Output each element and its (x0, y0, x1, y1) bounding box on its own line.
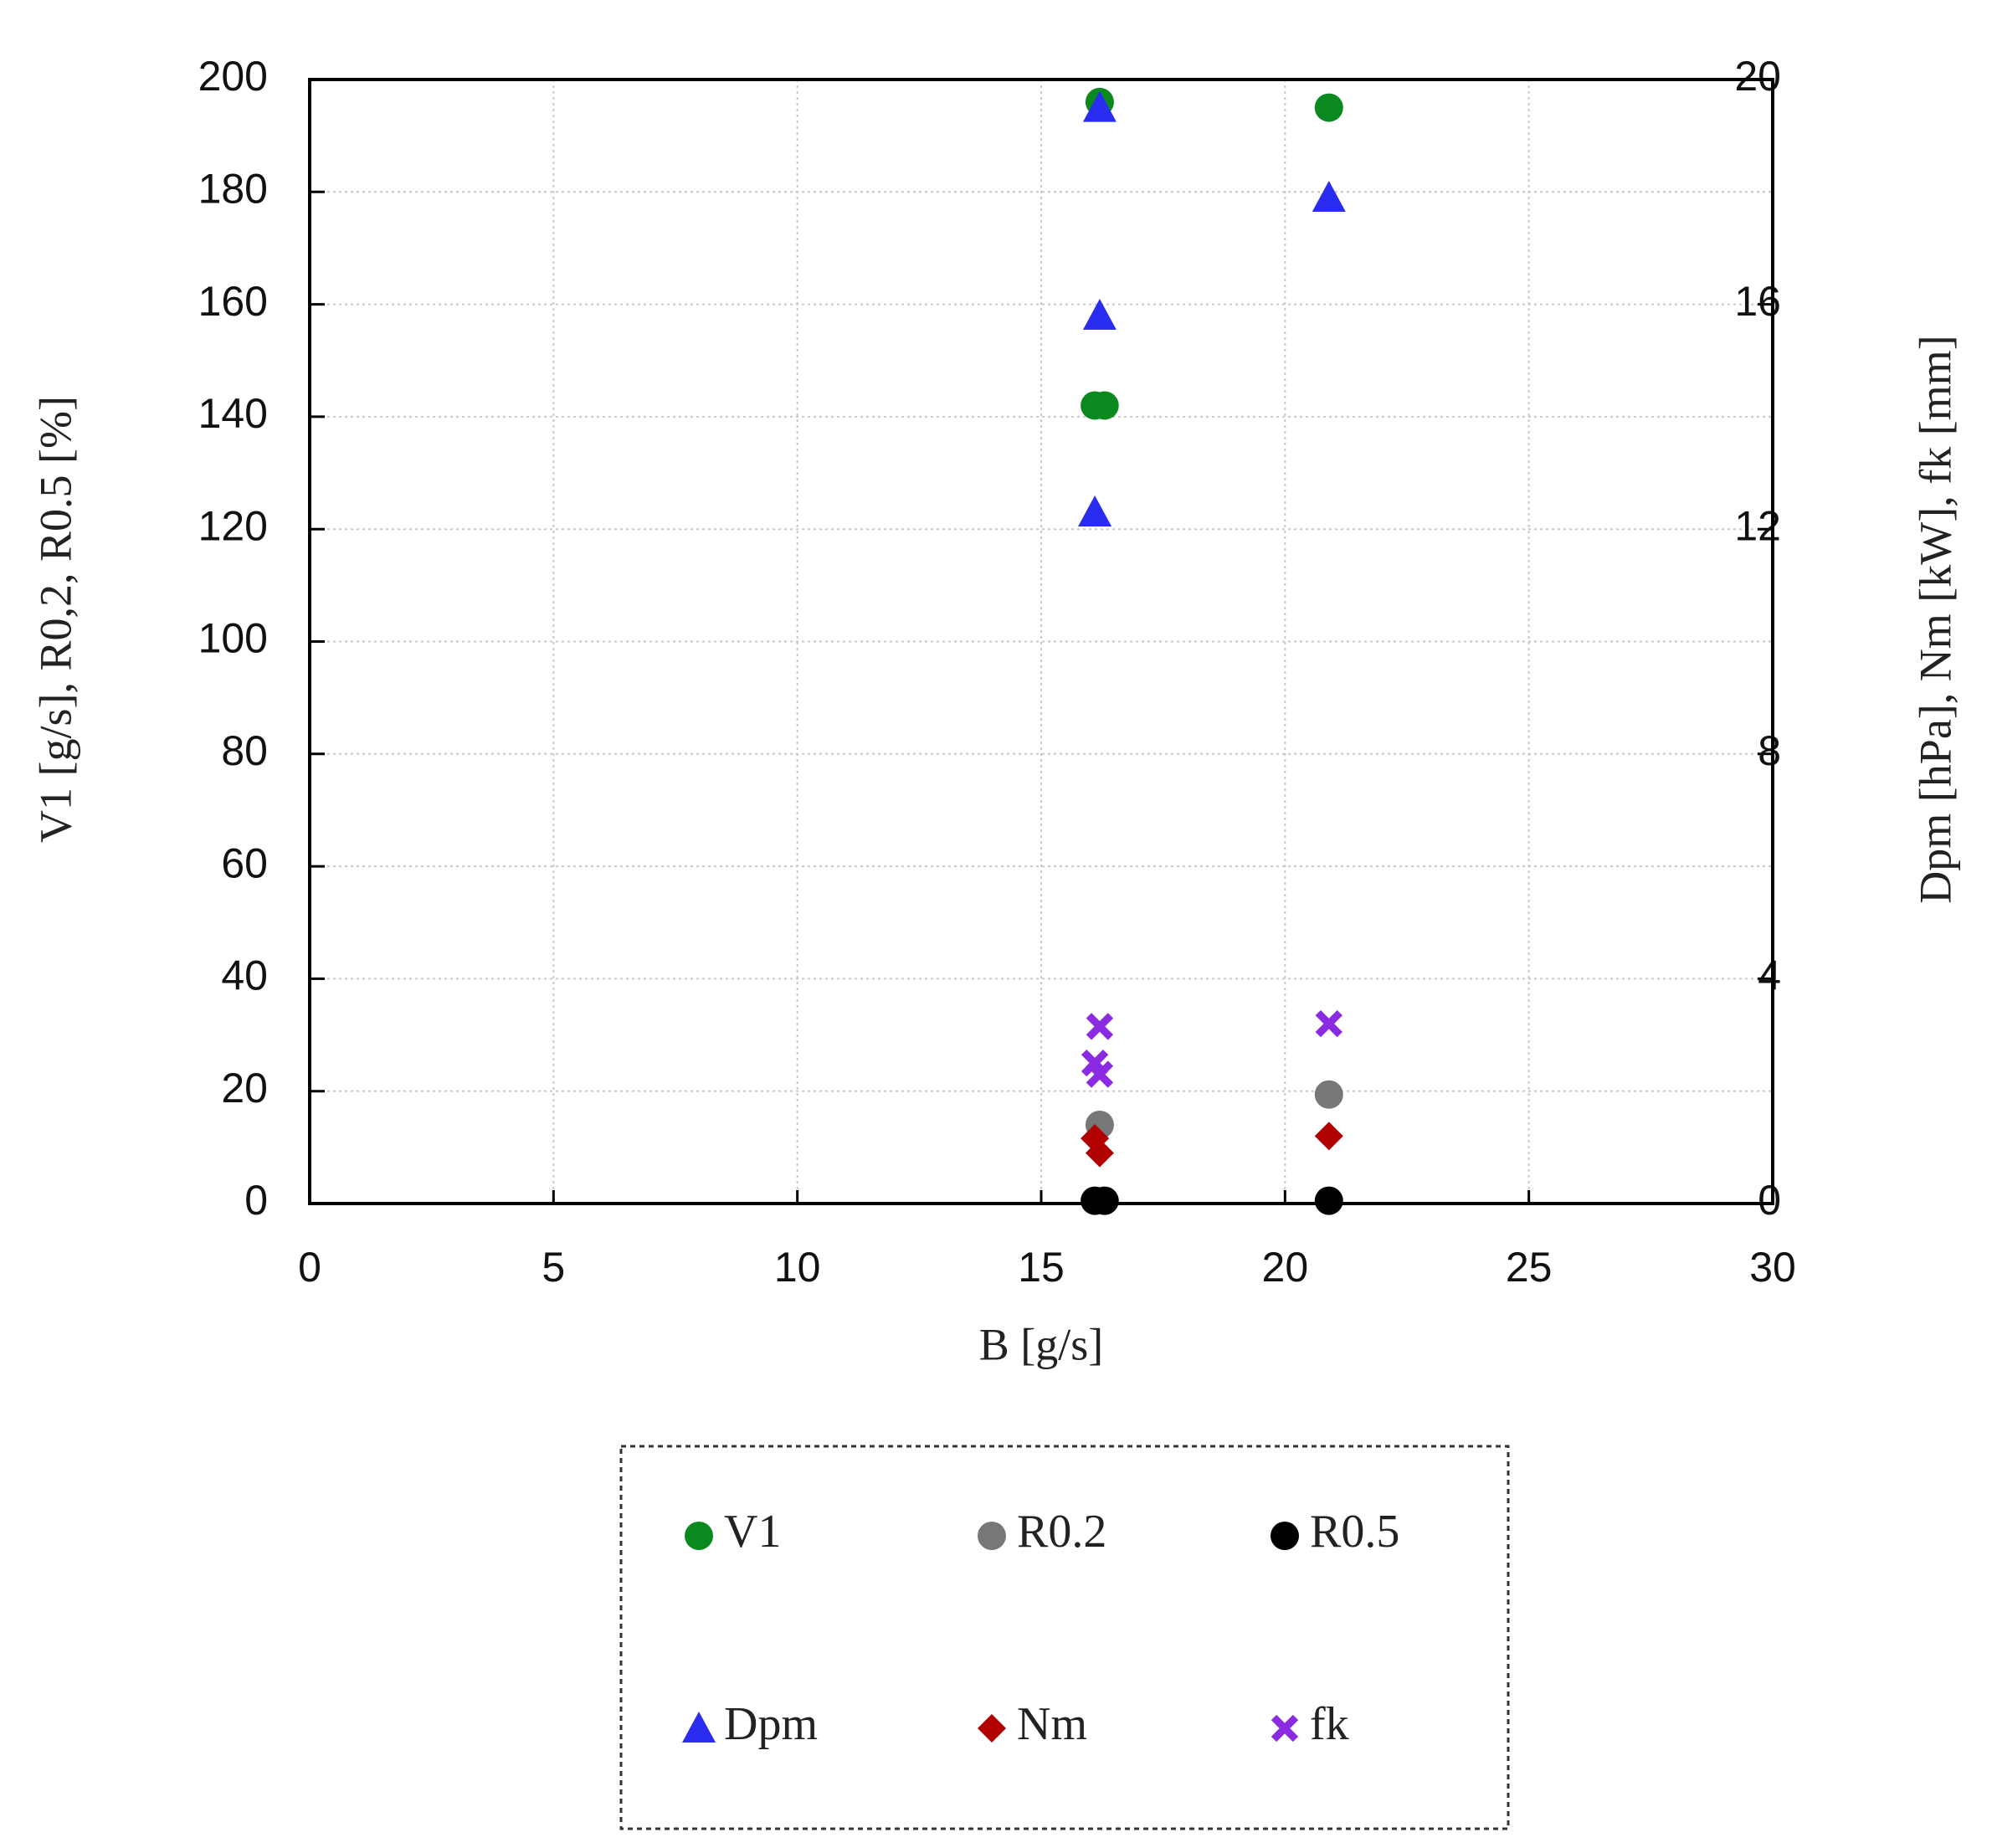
point (1082, 299, 1117, 331)
y2-tick-label: 0 (1758, 1177, 1781, 1224)
legend-marker (978, 1522, 1006, 1550)
x-tick-label: 0 (298, 1244, 321, 1291)
x-tick-label: 15 (1018, 1244, 1065, 1291)
legend-label: fk (1310, 1698, 1349, 1750)
point (1312, 181, 1346, 213)
x-tick-label: 5 (542, 1244, 565, 1291)
x-tick-label: 20 (1262, 1244, 1309, 1291)
y-tick-label: 20 (221, 1065, 268, 1111)
y-tick-label: 100 (198, 615, 268, 662)
y2-tick-label: 4 (1758, 952, 1781, 999)
legend-label: R0.2 (1017, 1506, 1106, 1558)
legend-label: Nm (1017, 1698, 1087, 1750)
y-tick-label: 180 (198, 166, 268, 213)
legend-marker (682, 1712, 716, 1743)
point (1315, 1009, 1342, 1038)
y-tick-label: 80 (221, 727, 268, 774)
legend-label: Dpm (724, 1698, 818, 1750)
x-tick-label: 30 (1749, 1244, 1796, 1291)
point (1314, 1080, 1343, 1109)
x-tick-label: 25 (1506, 1244, 1553, 1291)
point (1085, 1138, 1114, 1168)
point (1090, 391, 1119, 420)
legend-box (619, 1445, 1510, 1830)
point (1314, 1122, 1343, 1151)
point (1314, 1186, 1343, 1215)
point (1086, 1013, 1114, 1040)
legend-label: R0.5 (1310, 1506, 1399, 1558)
y-tick-label: 0 (244, 1177, 268, 1224)
y-tick-label: 200 (198, 53, 268, 100)
y-tick-label: 140 (198, 390, 268, 437)
point (1090, 1186, 1119, 1215)
y-tick-label: 40 (221, 952, 268, 999)
x-axis-label: B [g/s] (979, 1319, 1104, 1369)
legend-marker (1271, 1522, 1299, 1550)
y-axis-label: V1 [g/s], R0,2, R0.5 [%] (30, 396, 80, 843)
y2-axis-label: Dpm [hPa], Nm [kW], fk [mm] (1910, 335, 1960, 903)
y2-tick-label: 8 (1758, 727, 1781, 774)
y-tick-label: 60 (221, 839, 268, 886)
plot-frame (308, 78, 1774, 1205)
legend-marker (978, 1714, 1006, 1743)
x-tick-label: 10 (774, 1244, 821, 1291)
point (1078, 495, 1112, 527)
point (1314, 93, 1343, 122)
y-tick-label: 120 (198, 502, 268, 549)
legend-label: V1 (724, 1506, 781, 1558)
point (1086, 1060, 1114, 1088)
y-tick-label: 160 (198, 278, 268, 325)
point (1082, 90, 1117, 122)
legend-marker (685, 1522, 713, 1550)
legend-marker (1271, 1714, 1299, 1743)
